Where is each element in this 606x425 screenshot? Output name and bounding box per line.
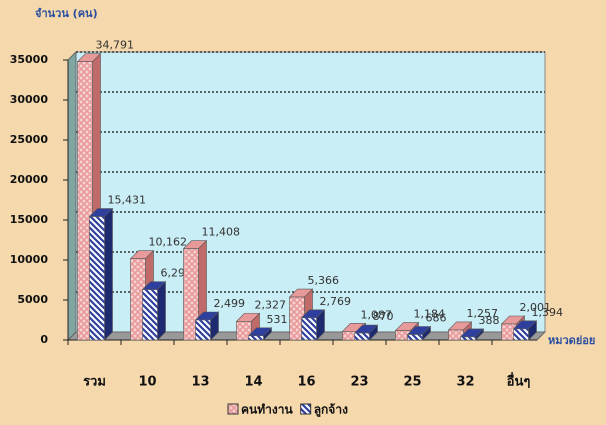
x-axis-title: หมวดย่อย	[548, 334, 595, 347]
x-tick-label: 25	[403, 375, 421, 390]
value-label: 2,499	[214, 297, 246, 310]
bar	[141, 280, 167, 341]
value-label: 531	[267, 313, 288, 326]
bar	[512, 320, 538, 341]
bar	[88, 207, 114, 341]
bar-side	[104, 207, 113, 341]
legend-swatch	[227, 403, 239, 415]
y-tick-label: 10000	[10, 253, 49, 266]
value-label: 1,184	[414, 308, 446, 321]
bar-front	[183, 248, 199, 341]
bar-front	[236, 321, 252, 341]
value-label: 11,408	[202, 226, 241, 239]
legend-swatch	[300, 403, 312, 415]
bar	[459, 328, 485, 341]
bar-front	[301, 317, 317, 341]
x-tick-label: 23	[350, 375, 368, 390]
x-tick-label: 32	[456, 375, 474, 390]
bar-front	[195, 319, 211, 341]
value-label: 870	[373, 310, 394, 323]
value-label: 2,327	[255, 298, 287, 311]
bar-side	[157, 280, 166, 341]
bar-front	[513, 328, 529, 341]
value-label: 2,001	[520, 301, 552, 314]
value-label: 5,366	[308, 274, 340, 287]
y-tick-label: 0	[40, 333, 48, 346]
y-axis-title: จำนวน (คน)	[35, 7, 98, 20]
value-label: 2,769	[320, 295, 352, 308]
bar	[194, 311, 220, 341]
value-label: 686	[426, 312, 447, 325]
y-tick-label: 35000	[10, 53, 49, 66]
bar	[406, 325, 432, 341]
value-label: 1,257	[467, 307, 499, 320]
y-tick-label: 5000	[17, 293, 48, 306]
bar	[247, 327, 273, 341]
value-label: 10,162	[149, 236, 188, 249]
bar-front	[89, 216, 105, 341]
y-tick-label: 15000	[10, 213, 49, 226]
bar-front	[142, 289, 158, 341]
x-tick-label: รวม	[83, 375, 106, 390]
x-tick-label: 13	[191, 375, 209, 390]
bar	[353, 324, 379, 341]
value-label: 388	[479, 314, 500, 327]
value-label: 1,394	[532, 306, 564, 319]
legend-label: คนทำงาน	[241, 403, 293, 417]
x-tick-label: 16	[297, 375, 315, 390]
bar-front	[354, 332, 370, 341]
x-tick-label: อื่นๆ	[506, 372, 530, 390]
y-tick-label: 20000	[10, 173, 49, 186]
value-label: 1,087	[361, 308, 393, 321]
side-wall	[67, 50, 77, 342]
bar-front	[407, 334, 423, 341]
bar-front	[460, 336, 476, 341]
y-tick-label: 25000	[10, 133, 49, 146]
bar-front	[77, 61, 93, 341]
bar	[300, 309, 326, 341]
y-tick-label: 30000	[10, 93, 49, 106]
legend-label: ลูกจ้าง	[314, 403, 348, 418]
value-label: 15,431	[108, 194, 147, 207]
value-label: 34,791	[96, 39, 135, 52]
x-tick-label: 10	[138, 375, 156, 390]
x-tick-label: 14	[244, 375, 262, 390]
bar-front	[248, 335, 264, 341]
